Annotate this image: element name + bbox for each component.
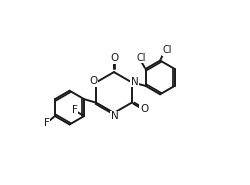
Text: O: O	[110, 53, 118, 63]
Text: Cl: Cl	[162, 45, 172, 55]
Text: O: O	[88, 76, 97, 86]
Text: Cl: Cl	[136, 53, 145, 63]
Text: O: O	[140, 104, 148, 114]
Text: F: F	[72, 105, 78, 115]
Text: F: F	[43, 118, 49, 128]
Text: N: N	[130, 77, 138, 87]
Text: N: N	[110, 112, 118, 122]
